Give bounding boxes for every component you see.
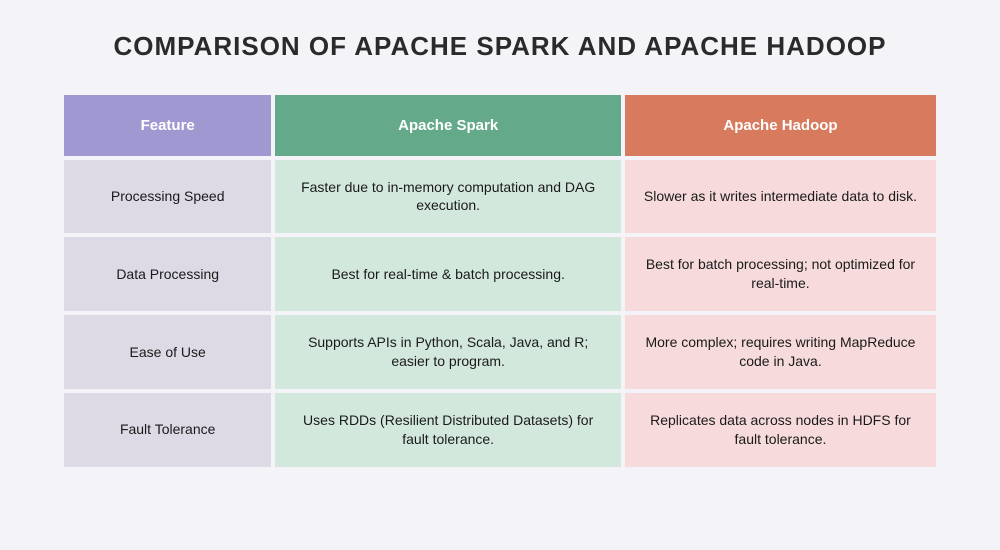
cell-feature: Ease of Use: [64, 315, 271, 389]
table-row: Ease of Use Supports APIs in Python, Sca…: [64, 315, 936, 389]
cell-feature: Processing Speed: [64, 160, 271, 234]
header-feature: Feature: [64, 95, 271, 156]
cell-feature: Data Processing: [64, 237, 271, 311]
cell-spark: Supports APIs in Python, Scala, Java, an…: [275, 315, 621, 389]
cell-spark: Uses RDDs (Resilient Distributed Dataset…: [275, 393, 621, 467]
page-title: COMPARISON OF APACHE SPARK AND APACHE HA…: [60, 30, 940, 63]
cell-spark: Best for real-time & batch processing.: [275, 237, 621, 311]
table-body: Processing Speed Faster due to in-memory…: [64, 160, 936, 467]
table-row: Data Processing Best for real-time & bat…: [64, 237, 936, 311]
comparison-table: Feature Apache Spark Apache Hadoop Proce…: [60, 91, 940, 471]
cell-feature: Fault Tolerance: [64, 393, 271, 467]
table-header-row: Feature Apache Spark Apache Hadoop: [64, 95, 936, 156]
header-hadoop: Apache Hadoop: [625, 95, 936, 156]
cell-hadoop: Best for batch processing; not optimized…: [625, 237, 936, 311]
cell-hadoop: Slower as it writes intermediate data to…: [625, 160, 936, 234]
cell-hadoop: Replicates data across nodes in HDFS for…: [625, 393, 936, 467]
table-row: Processing Speed Faster due to in-memory…: [64, 160, 936, 234]
cell-hadoop: More complex; requires writing MapReduce…: [625, 315, 936, 389]
cell-spark: Faster due to in-memory computation and …: [275, 160, 621, 234]
header-spark: Apache Spark: [275, 95, 621, 156]
table-row: Fault Tolerance Uses RDDs (Resilient Dis…: [64, 393, 936, 467]
